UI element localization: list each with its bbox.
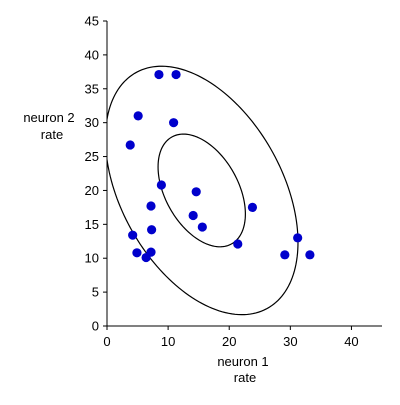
y-axis-label-line-1: neuron 2	[23, 110, 74, 125]
y-tick-label: 25	[85, 149, 99, 164]
data-point	[146, 201, 156, 211]
outer-ellipse	[107, 65, 299, 316]
data-point	[156, 180, 166, 190]
y-tick-label: 30	[85, 115, 99, 130]
data-point	[191, 187, 201, 197]
data-point	[293, 233, 303, 243]
data-point	[247, 202, 258, 212]
data-point	[169, 118, 179, 128]
x-tick-label: 20	[222, 334, 236, 349]
data-point	[305, 250, 315, 260]
data-point	[133, 111, 143, 121]
x-axis-label-line-1: neuron 1	[217, 354, 268, 369]
data-point	[132, 248, 142, 258]
x-tick-label: 10	[161, 334, 175, 349]
data-point	[233, 239, 243, 249]
y-ticks: 0 5 10 15 20 25 30 35 40 45	[85, 14, 107, 334]
y-tick-label: 45	[85, 14, 99, 29]
data-point	[125, 140, 135, 150]
data-point	[197, 222, 207, 232]
x-axis-label-line-2: rate	[234, 370, 256, 385]
data-point	[128, 230, 138, 240]
data-point	[171, 69, 181, 80]
point-layer	[125, 69, 315, 263]
x-tick-label: 30	[283, 334, 297, 349]
y-tick-label: 5	[92, 285, 99, 300]
data-point	[141, 252, 151, 263]
y-tick-label: 0	[92, 319, 99, 334]
data-point	[280, 250, 290, 260]
inner-ellipse	[157, 133, 246, 248]
y-tick-label: 35	[85, 81, 99, 96]
x-tick-label: 0	[103, 334, 110, 349]
y-tick-label: 40	[85, 47, 99, 62]
ellipse-layer	[107, 65, 299, 316]
data-point	[154, 69, 164, 80]
data-point	[147, 225, 157, 235]
y-tick-label: 15	[85, 217, 99, 232]
y-axis-label-line-2: rate	[41, 127, 63, 142]
data-point	[188, 210, 198, 221]
x-tick-label: 40	[344, 334, 358, 349]
y-tick-label: 10	[85, 251, 99, 266]
x-ticks: 0 10 20 30 40	[103, 326, 359, 349]
y-tick-label: 20	[85, 183, 99, 198]
axis-layer	[106, 21, 382, 327]
